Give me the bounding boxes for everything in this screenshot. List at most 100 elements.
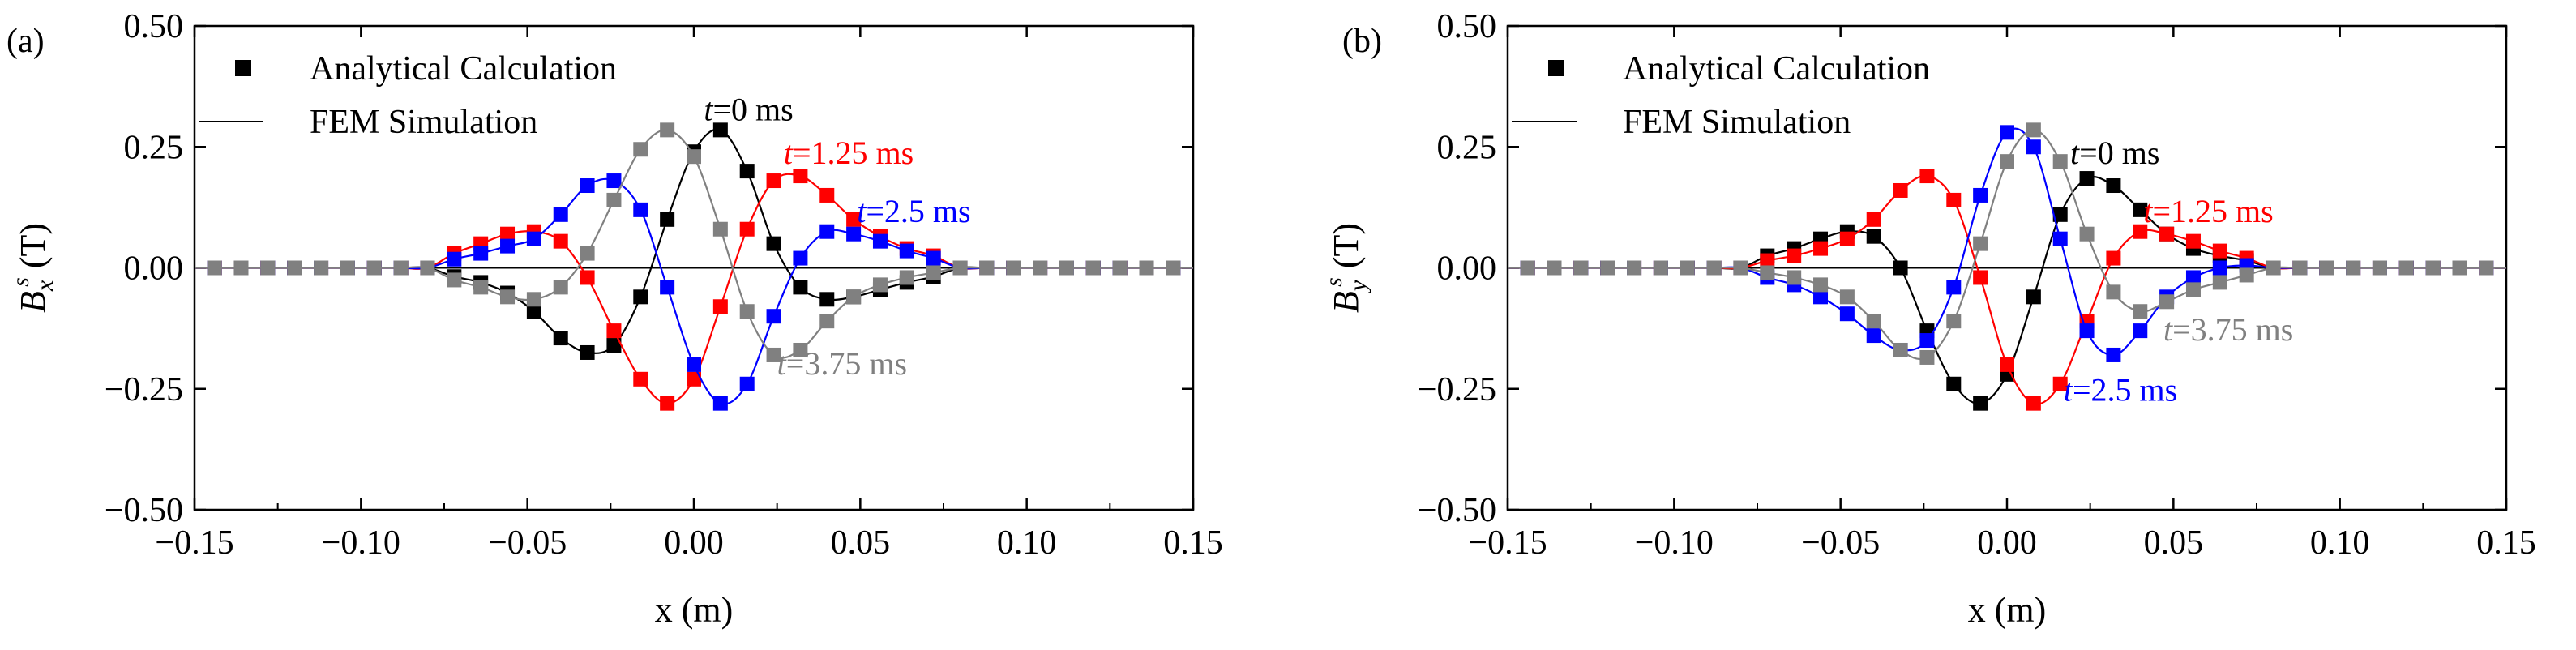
data-point — [633, 289, 648, 305]
data-point — [793, 280, 808, 295]
data-point — [2159, 226, 2175, 242]
data-point — [633, 371, 648, 387]
data-point — [660, 396, 675, 411]
data-point — [287, 260, 302, 276]
legend-label: FEM Simulation — [310, 104, 537, 141]
data-point — [1893, 260, 1908, 276]
data-point — [766, 173, 781, 189]
data-point — [2239, 267, 2254, 283]
data-point — [1946, 376, 1962, 391]
series-4 — [1508, 122, 2506, 365]
data-point — [2185, 282, 2201, 297]
data-point — [606, 192, 622, 207]
data-point — [2000, 154, 2014, 169]
series-2 — [195, 169, 1193, 411]
series-line — [195, 129, 1193, 359]
data-point — [2026, 289, 2041, 305]
legend-marker-square — [235, 60, 251, 76]
data-point — [526, 304, 541, 319]
y-axis-title: Bxs (T) — [7, 223, 58, 313]
data-point — [2212, 243, 2227, 259]
data-point — [846, 289, 862, 305]
data-point — [1813, 241, 1829, 256]
data-point — [1139, 260, 1154, 276]
data-point — [712, 299, 728, 314]
y-tick-label: −0.50 — [1418, 492, 1496, 529]
data-point — [2292, 260, 2308, 276]
data-point — [553, 207, 568, 222]
data-point — [606, 338, 622, 353]
data-point — [793, 342, 808, 357]
x-tick-label: 0.05 — [2144, 524, 2204, 562]
data-point — [1919, 349, 1935, 365]
data-point — [420, 260, 435, 276]
x-tick-label: 0.10 — [2310, 524, 2370, 562]
data-point — [1680, 260, 1695, 276]
data-point — [1946, 192, 1962, 207]
data-point — [1866, 328, 1881, 344]
y-tick-label: −0.50 — [105, 492, 183, 529]
data-point — [366, 260, 382, 276]
data-point — [819, 224, 835, 239]
data-point — [606, 173, 622, 189]
panel-a: (a) −0.15 −0.10 −0.05 0.00 0.05 0.10 0.15 −0.50 −… — [6, 8, 1223, 630]
data-point — [2479, 260, 2494, 276]
data-point — [2052, 207, 2068, 222]
data-point — [633, 202, 648, 217]
data-point — [739, 164, 755, 179]
x-tick-label: 0.00 — [1977, 524, 2037, 562]
data-point — [712, 396, 728, 411]
data-point — [1973, 270, 1988, 285]
data-point — [447, 251, 462, 267]
data-point — [1813, 277, 1829, 293]
data-point — [340, 260, 355, 276]
data-point — [580, 344, 595, 360]
data-point — [2079, 226, 2095, 242]
data-point — [1733, 260, 1748, 276]
series-annotation: t=2.5 ms — [2064, 372, 2177, 408]
data-point — [2079, 323, 2095, 339]
y-tick-label: 0.25 — [124, 129, 184, 166]
series-annotation: t=0 ms — [2070, 135, 2159, 171]
data-point — [2398, 260, 2414, 276]
data-point — [872, 277, 888, 293]
data-point — [1760, 265, 1775, 280]
y-tick-label: 0.00 — [1437, 250, 1497, 288]
x-tick-label: 0.00 — [664, 524, 724, 562]
data-point — [2106, 284, 2121, 300]
x-tick-label: 0.15 — [1163, 524, 1223, 562]
series-annotation: t=3.75 ms — [777, 345, 907, 382]
data-point — [2133, 304, 2148, 319]
legend-label: Analytical Calculation — [310, 50, 617, 88]
data-point — [1839, 289, 1855, 305]
data-point — [633, 142, 648, 157]
panel-b: (b) −0.15 −0.10 −0.05 0.00 0.05 0.10 0.15 −0.50 −… — [1320, 8, 2536, 630]
data-point — [2000, 125, 2014, 140]
series-annotation: t=1.25 ms — [784, 135, 914, 171]
data-point — [687, 371, 701, 387]
data-point — [899, 270, 914, 285]
data-point — [872, 233, 888, 249]
data-point — [553, 233, 568, 249]
data-point — [793, 250, 808, 266]
data-point — [580, 246, 595, 261]
x-tick-label: −0.10 — [322, 524, 400, 562]
x-tick-label: 0.15 — [2476, 524, 2536, 562]
data-point — [580, 178, 595, 194]
data-point — [2185, 233, 2201, 249]
y-tick-label: 0.50 — [124, 8, 184, 45]
data-point — [712, 122, 728, 138]
series-annotation: t=3.75 ms — [2163, 311, 2293, 348]
data-point — [819, 187, 835, 203]
y-tick-label: 0.00 — [124, 250, 184, 288]
data-point — [1006, 260, 1021, 276]
legend-label: FEM Simulation — [1623, 104, 1851, 141]
data-point — [2052, 231, 2068, 246]
data-point — [1893, 342, 1908, 357]
data-point — [1787, 248, 1802, 263]
data-point — [2346, 260, 2361, 276]
data-point — [926, 265, 941, 280]
data-point — [2026, 122, 2041, 138]
y-tick-label: −0.25 — [1418, 371, 1496, 408]
